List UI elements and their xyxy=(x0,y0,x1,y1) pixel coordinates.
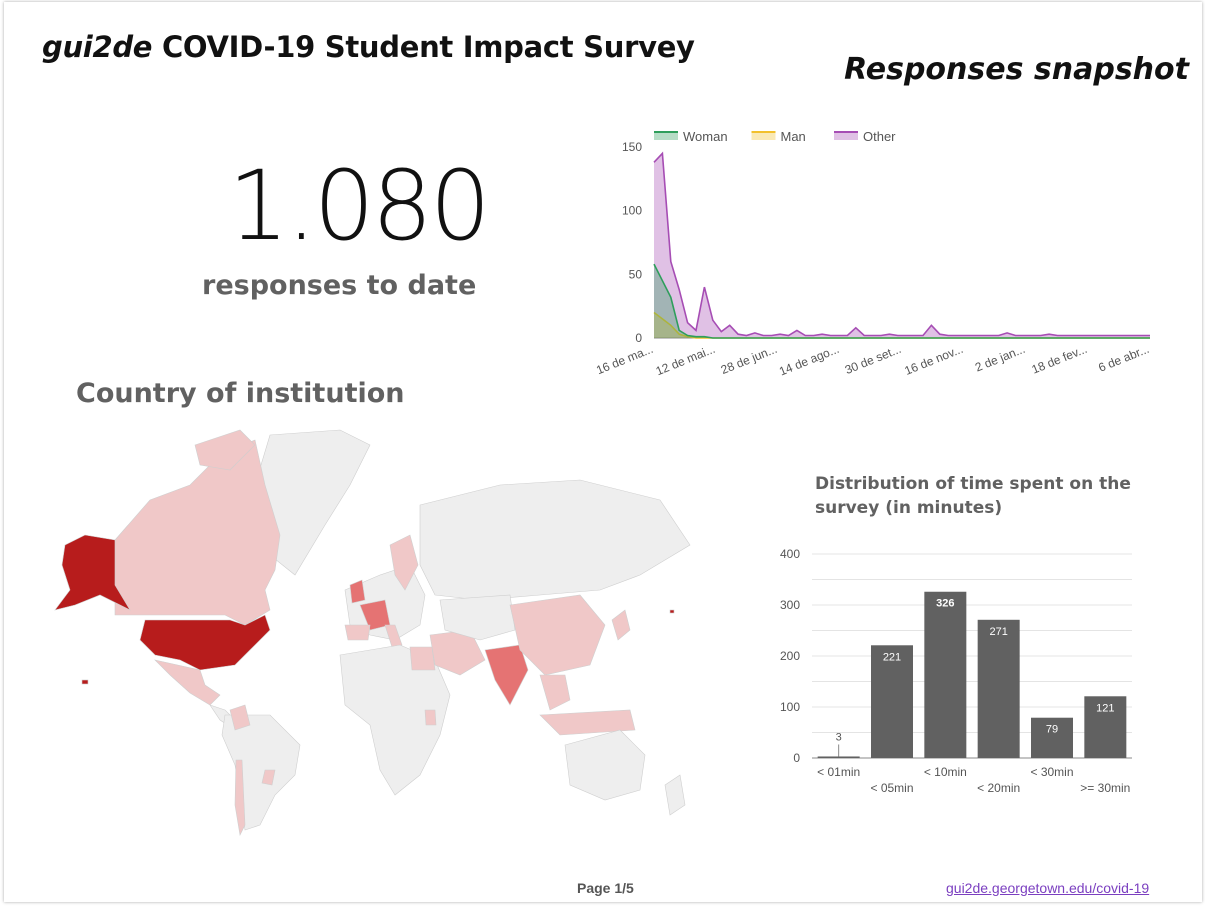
x-tick-label: < 01min xyxy=(817,765,860,779)
y-tick-label: 100 xyxy=(780,700,800,714)
bar[interactable] xyxy=(924,591,967,758)
y-tick-label: 150 xyxy=(622,140,642,154)
data-label: 326 xyxy=(936,598,954,610)
country-alaska[interactable] xyxy=(54,534,131,611)
bar[interactable] xyxy=(1084,696,1127,758)
y-tick-label: 0 xyxy=(793,751,800,765)
snapshot-title: Responses snapshot xyxy=(844,52,1189,87)
y-tick-label: 50 xyxy=(629,267,643,281)
country-new-zealand[interactable] xyxy=(664,774,686,816)
responses-over-time-chart: 0 50 100 150 16 de ma...12 de mai... 28 de ju… xyxy=(594,129,1151,379)
country-guam[interactable] xyxy=(669,609,675,614)
survey-link[interactable]: gui2de.georgetown.edu/covid-19 xyxy=(946,880,1150,896)
country-brazil-east[interactable] xyxy=(261,769,276,786)
x-tick-label: 18 de fev... xyxy=(1030,342,1089,377)
legend-label: Woman xyxy=(683,129,728,144)
country-china[interactable] xyxy=(509,594,606,676)
world-map[interactable] xyxy=(40,425,700,845)
x-tick-label: 2 de jan... xyxy=(973,342,1027,375)
data-label: 121 xyxy=(1096,702,1114,714)
legend-label: Other xyxy=(863,129,896,144)
bar[interactable] xyxy=(817,756,860,758)
data-label: 271 xyxy=(989,626,1007,638)
country-kenya[interactable] xyxy=(424,709,437,726)
series-line-woman xyxy=(653,263,1150,339)
y-tick-label: 200 xyxy=(780,649,800,663)
country-canada[interactable] xyxy=(114,439,281,626)
legend-item-other[interactable]: Other xyxy=(834,129,896,144)
y-tick-label: 300 xyxy=(780,598,800,612)
country-russia[interactable] xyxy=(419,479,691,601)
x-tick-label: 6 de abr... xyxy=(1096,342,1151,375)
data-label: 3 xyxy=(836,731,842,743)
bar[interactable] xyxy=(1031,717,1073,758)
time-spent-histogram: 0 100 200 300 400 3 < 01min 221 < 05min 326 < 10mi… xyxy=(780,547,1132,795)
y-tick-label: 400 xyxy=(780,547,800,561)
country-chile[interactable] xyxy=(234,759,246,836)
map-title: Country of institution xyxy=(76,378,405,409)
x-tick-label: < 05min xyxy=(870,781,913,795)
country-india[interactable] xyxy=(484,644,529,706)
histogram-title: Distribution of time spent on the survey… xyxy=(815,474,1131,518)
country-south-america[interactable] xyxy=(221,714,301,831)
country-uk[interactable] xyxy=(349,579,366,604)
country-central-asia[interactable] xyxy=(439,594,516,641)
country-japan[interactable] xyxy=(611,609,631,641)
page-indicator: Page 1/5 xyxy=(577,880,634,896)
x-tick-label: < 30min xyxy=(1030,765,1073,779)
x-tick-label: >= 30min xyxy=(1080,781,1130,795)
country-mexico[interactable] xyxy=(154,659,221,706)
x-tick-label: 16 de ma... xyxy=(594,342,655,377)
country-indonesia[interactable] xyxy=(539,709,636,736)
bar[interactable] xyxy=(871,645,913,758)
country-scandinavia[interactable] xyxy=(389,534,419,591)
country-italy[interactable] xyxy=(384,624,403,648)
country-spain[interactable] xyxy=(344,624,371,641)
x-tick-label: 16 de nov... xyxy=(903,342,966,378)
legend-swatch xyxy=(751,132,776,140)
legend-label: Man xyxy=(781,129,806,144)
legend-swatch xyxy=(654,132,678,140)
country-australia[interactable] xyxy=(564,729,646,801)
responses-label: responses to date xyxy=(202,270,477,301)
bar[interactable] xyxy=(977,619,1020,758)
x-tick-label: 30 de set... xyxy=(843,342,903,377)
legend-item-woman[interactable]: Woman xyxy=(654,129,728,144)
country-egypt[interactable] xyxy=(409,646,436,671)
legend-swatch xyxy=(834,132,858,140)
data-label: 79 xyxy=(1046,724,1058,736)
series-area-other xyxy=(654,153,1150,338)
x-tick-label: < 10min xyxy=(924,765,967,779)
legend-item-man[interactable]: Man xyxy=(751,129,806,144)
y-tick-label: 100 xyxy=(622,204,642,218)
country-hawaii[interactable] xyxy=(81,679,89,685)
x-tick-label: < 20min xyxy=(977,781,1020,795)
map-land xyxy=(54,429,691,836)
country-southeast-asia[interactable] xyxy=(539,674,571,711)
responses-count: 1.080 xyxy=(228,150,491,262)
y-tick-label: 0 xyxy=(635,331,642,345)
country-colombia[interactable] xyxy=(229,704,251,731)
data-label: 221 xyxy=(883,651,901,663)
page-title: gui2de COVID-19 Student Impact Survey xyxy=(42,30,695,64)
x-tick-label: 12 de mai... xyxy=(654,342,717,378)
country-usa[interactable] xyxy=(139,614,271,671)
x-tick-label: 28 de jun... xyxy=(719,342,779,377)
country-canada-islands[interactable] xyxy=(194,429,256,471)
series-line-other xyxy=(653,151,1150,337)
x-tick-label: 14 de ago... xyxy=(777,342,841,379)
